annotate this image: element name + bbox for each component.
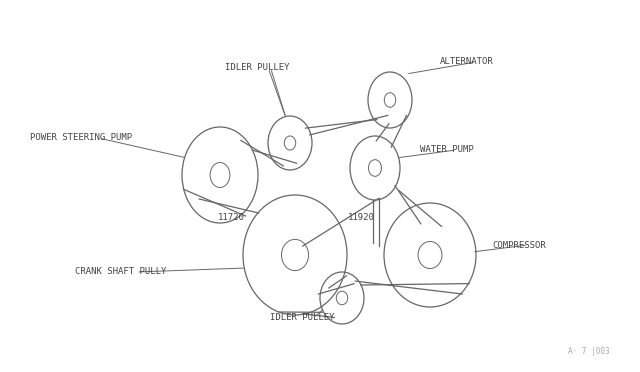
Text: WATER PUMP: WATER PUMP: [420, 145, 474, 154]
Text: IDLER PULLEY: IDLER PULLEY: [270, 314, 335, 323]
Text: A· 7 |003: A· 7 |003: [568, 347, 610, 356]
Text: 11720: 11720: [218, 214, 245, 222]
Text: CRANK SHAFT PULLY: CRANK SHAFT PULLY: [75, 267, 166, 276]
Text: ALTERNATOR: ALTERNATOR: [440, 58, 493, 67]
Text: 11920: 11920: [348, 214, 375, 222]
Text: COMPRESSOR: COMPRESSOR: [492, 241, 546, 250]
Text: IDLER PULLEY: IDLER PULLEY: [225, 64, 289, 73]
Text: POWER STEERING PUMP: POWER STEERING PUMP: [30, 134, 132, 142]
